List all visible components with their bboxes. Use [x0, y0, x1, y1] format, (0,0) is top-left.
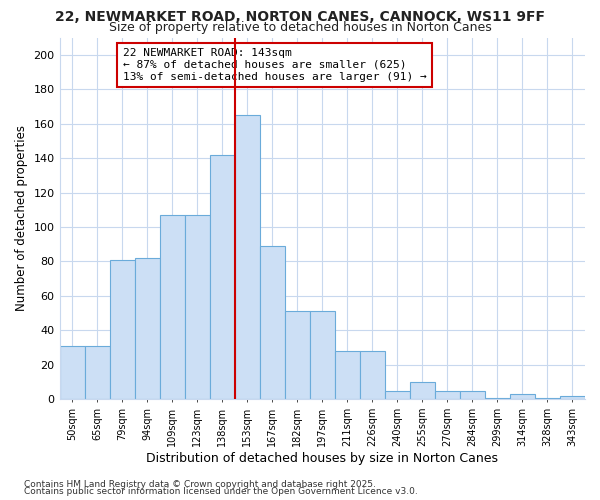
Bar — [485, 398, 510, 400]
Bar — [134, 258, 160, 400]
Bar — [209, 154, 235, 400]
Bar — [260, 246, 285, 400]
Bar — [560, 396, 585, 400]
Bar — [460, 390, 485, 400]
Bar — [360, 351, 385, 400]
Bar — [85, 346, 110, 400]
Bar — [285, 312, 310, 400]
Bar — [160, 215, 185, 400]
Bar — [535, 398, 560, 400]
Text: 22 NEWMARKET ROAD: 143sqm
← 87% of detached houses are smaller (625)
13% of semi: 22 NEWMARKET ROAD: 143sqm ← 87% of detac… — [122, 48, 427, 82]
Bar — [335, 351, 360, 400]
X-axis label: Distribution of detached houses by size in Norton Canes: Distribution of detached houses by size … — [146, 452, 498, 465]
Bar — [185, 215, 209, 400]
Bar — [435, 390, 460, 400]
Text: 22, NEWMARKET ROAD, NORTON CANES, CANNOCK, WS11 9FF: 22, NEWMARKET ROAD, NORTON CANES, CANNOC… — [55, 10, 545, 24]
Text: Contains HM Land Registry data © Crown copyright and database right 2025.: Contains HM Land Registry data © Crown c… — [24, 480, 376, 489]
Bar — [510, 394, 535, 400]
Bar — [310, 312, 335, 400]
Bar — [410, 382, 435, 400]
Bar — [59, 346, 85, 400]
Bar — [235, 115, 260, 400]
Bar — [110, 260, 134, 400]
Y-axis label: Number of detached properties: Number of detached properties — [15, 126, 28, 312]
Bar — [385, 390, 410, 400]
Text: Contains public sector information licensed under the Open Government Licence v3: Contains public sector information licen… — [24, 488, 418, 496]
Text: Size of property relative to detached houses in Norton Canes: Size of property relative to detached ho… — [109, 21, 491, 34]
